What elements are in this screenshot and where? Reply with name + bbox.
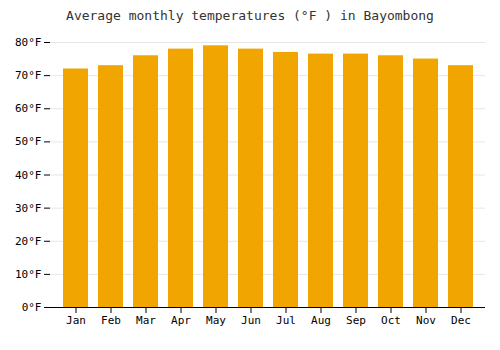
- svg-text:May: May: [206, 314, 226, 327]
- svg-text:70°F: 70°F: [15, 69, 42, 82]
- svg-text:80°F: 80°F: [15, 36, 42, 49]
- svg-text:Jun: Jun: [241, 314, 261, 327]
- svg-text:Mar: Mar: [136, 314, 156, 327]
- svg-text:40°F: 40°F: [15, 169, 42, 182]
- svg-text:Oct: Oct: [381, 314, 401, 327]
- html-text:Average monthly temperatures (: Average monthly temperatures (°F ) in Ba…: [66, 8, 434, 23]
- svg-text:50°F: 50°F: [15, 135, 42, 148]
- svg-text:0°F: 0°F: [22, 301, 42, 314]
- svg-text:Jan: Jan: [66, 314, 86, 327]
- svg-text:10°F: 10°F: [15, 268, 42, 281]
- svg-text:Aug: Aug: [311, 314, 331, 327]
- svg-text:30°F: 30°F: [15, 202, 42, 215]
- svg-text:Dec: Dec: [451, 314, 471, 327]
- svg-text:Feb: Feb: [101, 314, 121, 327]
- svg-text:60°F: 60°F: [15, 102, 42, 115]
- svg-text:Apr: Apr: [171, 314, 191, 327]
- svg-text:Nov: Nov: [416, 314, 436, 327]
- svg-text:Sep: Sep: [346, 314, 366, 327]
- svg-text:20°F: 20°F: [15, 235, 42, 248]
- svg-text:Jul: Jul: [276, 314, 296, 327]
